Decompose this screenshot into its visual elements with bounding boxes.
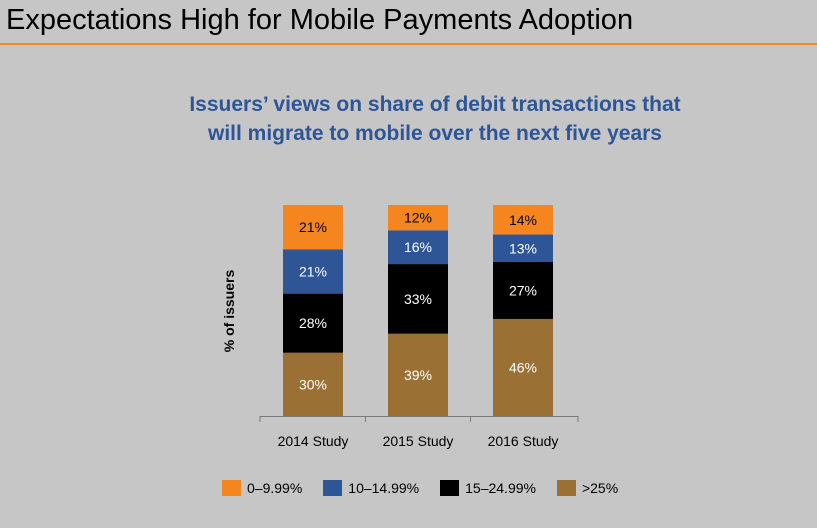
chart-legend: 0–9.99% 10–14.99% 15–24.99% >25%: [222, 480, 639, 496]
x-tick-label: 2014 Study: [278, 433, 349, 449]
data-label: 30%: [299, 376, 327, 392]
data-label: 46%: [509, 359, 537, 375]
x-tick-label: 2016 Study: [488, 433, 559, 449]
bar-segment: [283, 205, 343, 250]
legend-item-over-25: >25%: [556, 480, 619, 496]
bar-segment: [388, 205, 448, 231]
data-label: 27%: [509, 282, 537, 298]
chart-title: Issuers’ views on share of debit transac…: [120, 90, 750, 148]
bar-segment: [493, 234, 553, 262]
legend-swatch-over-25: [556, 480, 576, 496]
data-label: 21%: [299, 263, 327, 279]
legend-item-0-9: 0–9.99%: [222, 480, 302, 496]
legend-label-0-9: 0–9.99%: [247, 480, 303, 496]
bar-segment: [493, 205, 553, 235]
legend-item-15-24: 15–24.99%: [440, 480, 536, 496]
data-label: 28%: [299, 315, 327, 331]
bar-segment: [283, 352, 343, 416]
legend-item-10-14: 10–14.99%: [323, 480, 419, 496]
slide-title: Expectations High for Mobile Payments Ad…: [6, 4, 634, 36]
data-label: 16%: [404, 239, 432, 255]
legend-swatch-10-14: [323, 480, 343, 496]
bar-segment: [388, 230, 448, 265]
legend-label-15-24: 15–24.99%: [465, 480, 536, 496]
chart-title-line-2: will migrate to mobile over the next fiv…: [208, 122, 662, 145]
bar-segment: [283, 249, 343, 294]
bar-segment: [493, 318, 553, 416]
data-label: 33%: [404, 291, 432, 307]
data-label: 13%: [509, 240, 537, 256]
data-label: 14%: [509, 212, 537, 228]
bar-segment: [283, 293, 343, 353]
legend-label-10-14: 10–14.99%: [348, 480, 420, 496]
legend-swatch-15-24: [440, 480, 460, 496]
data-label: 21%: [299, 219, 327, 235]
y-axis-label: % of issuers: [221, 270, 237, 353]
data-label: 12%: [404, 210, 432, 226]
bar-segment: [388, 333, 448, 416]
legend-swatch-0-9: [222, 480, 241, 496]
data-label: 39%: [404, 367, 432, 383]
bar-segment: [493, 261, 553, 319]
legend-label-over-25: >25%: [581, 480, 619, 496]
chart-title-line-1: Issuers’ views on share of debit transac…: [189, 93, 681, 116]
x-tick-label: 2015 Study: [383, 433, 454, 449]
title-divider: [0, 43, 817, 45]
bar-segment: [388, 264, 448, 334]
